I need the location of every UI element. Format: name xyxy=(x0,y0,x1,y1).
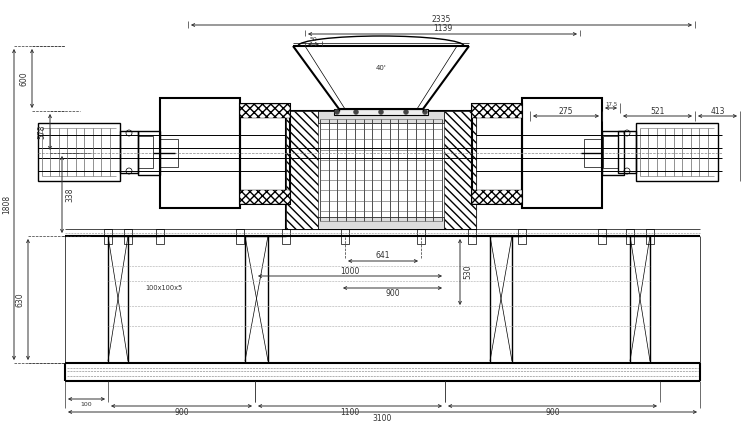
Text: 1139: 1139 xyxy=(433,24,452,34)
Bar xyxy=(518,229,526,244)
Text: 2335: 2335 xyxy=(431,16,451,24)
Circle shape xyxy=(404,109,408,115)
Bar xyxy=(124,229,132,244)
Bar xyxy=(618,131,636,173)
Text: 600: 600 xyxy=(20,71,29,86)
Bar xyxy=(626,229,634,244)
Circle shape xyxy=(379,109,383,115)
Circle shape xyxy=(334,109,340,115)
Text: 413: 413 xyxy=(710,106,724,116)
Bar xyxy=(160,139,178,167)
Bar xyxy=(472,104,522,118)
Text: 17.5: 17.5 xyxy=(605,102,617,106)
Text: 40': 40' xyxy=(376,65,386,71)
Bar xyxy=(236,229,244,244)
Bar xyxy=(240,104,290,118)
Bar xyxy=(156,229,164,244)
Text: 900: 900 xyxy=(386,289,400,297)
Bar xyxy=(240,104,290,204)
Bar xyxy=(282,229,290,244)
Bar xyxy=(120,131,138,173)
Bar xyxy=(602,131,624,175)
Bar xyxy=(138,136,153,168)
Bar xyxy=(522,98,602,208)
Bar xyxy=(472,190,522,204)
Text: 521: 521 xyxy=(651,106,665,116)
Text: 1100: 1100 xyxy=(340,408,360,416)
Bar xyxy=(341,229,349,244)
Bar xyxy=(334,109,428,115)
Bar xyxy=(472,104,522,204)
Text: 50: 50 xyxy=(309,37,317,42)
Text: 338: 338 xyxy=(66,187,75,202)
Bar xyxy=(468,229,476,244)
Bar xyxy=(636,123,718,181)
Circle shape xyxy=(353,109,358,115)
Text: 578: 578 xyxy=(38,125,47,139)
Text: 900: 900 xyxy=(174,408,189,416)
Text: 3100: 3100 xyxy=(373,413,392,422)
Text: 900: 900 xyxy=(545,408,559,416)
Text: 1000: 1000 xyxy=(340,266,360,276)
Bar xyxy=(138,131,160,175)
Bar xyxy=(584,139,602,167)
Text: 1808: 1808 xyxy=(2,195,11,214)
Text: 630: 630 xyxy=(16,292,25,307)
Bar xyxy=(38,123,120,181)
Text: 530: 530 xyxy=(464,265,472,279)
Bar xyxy=(318,111,444,123)
Bar xyxy=(444,111,476,229)
Bar xyxy=(603,136,618,168)
Bar xyxy=(646,229,654,244)
Text: 100: 100 xyxy=(81,402,93,406)
Text: 641: 641 xyxy=(376,252,390,260)
Text: 100x100x5: 100x100x5 xyxy=(145,285,182,291)
Bar xyxy=(286,111,318,229)
Text: 275: 275 xyxy=(559,106,573,116)
Bar xyxy=(240,190,290,204)
Bar xyxy=(318,217,444,229)
Bar xyxy=(417,229,425,244)
Circle shape xyxy=(422,109,428,115)
Bar xyxy=(286,111,476,229)
Bar xyxy=(104,229,112,244)
Bar xyxy=(160,98,240,208)
Bar xyxy=(598,229,606,244)
